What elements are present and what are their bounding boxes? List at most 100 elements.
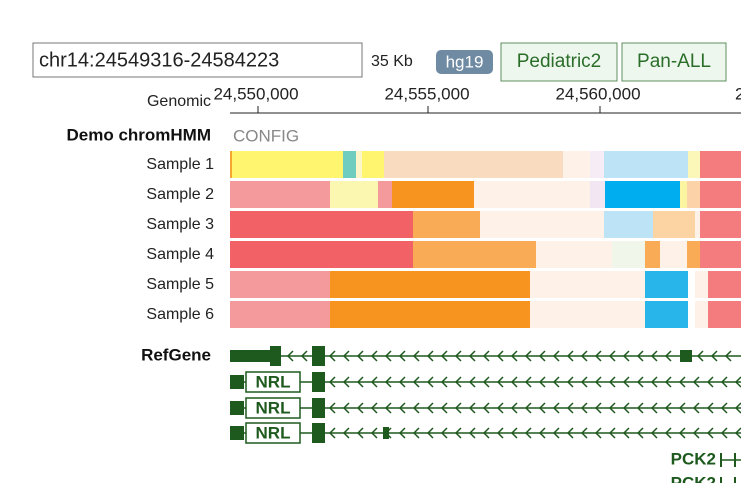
strand-arrow [370, 350, 378, 362]
state-segment [605, 181, 680, 208]
sample-label: Sample 5 [146, 276, 214, 293]
strand-arrow [608, 427, 616, 439]
strand-arrow [706, 427, 714, 439]
dataset-button[interactable] [500, 42, 618, 82]
strand-arrow [678, 402, 686, 414]
ruler-label: Genomic [147, 93, 211, 110]
strand-arrow [650, 376, 658, 388]
state-segment [530, 301, 645, 328]
state-segment [536, 241, 612, 268]
exon [734, 477, 736, 483]
state-segment [590, 181, 605, 208]
strand-arrow [468, 402, 476, 414]
state-segment [330, 301, 530, 328]
exon [312, 423, 325, 443]
strand-arrow [538, 376, 546, 388]
strand-arrow [482, 350, 490, 362]
exon [720, 477, 722, 483]
ruler-tick-label: 24,555,000 [384, 84, 469, 103]
state-segment [645, 301, 688, 328]
ruler-tick-label: 24,550,000 [213, 84, 298, 103]
state-segment [688, 271, 695, 298]
track-name: RefGene [141, 345, 211, 364]
sample-label: Sample 3 [146, 216, 214, 233]
strand-arrow [482, 376, 490, 388]
strand-arrow [696, 350, 704, 362]
strand-arrow [356, 350, 364, 362]
state-segment [604, 211, 653, 238]
sample-label: Sample 6 [146, 306, 214, 323]
chromhmm-rows: Sample 1 Sample 2 Sample 3 Sample 4 Sample 5… [146, 151, 741, 328]
strand-arrow [468, 376, 476, 388]
strand-arrow [356, 427, 364, 439]
genome-badge [436, 50, 493, 74]
state-segment [230, 151, 232, 178]
state-segment [362, 151, 384, 178]
strand-arrow [622, 402, 630, 414]
strand-arrow [678, 376, 686, 388]
strand-arrow [734, 402, 741, 414]
strand-arrow [468, 350, 476, 362]
strand-arrow [314, 350, 322, 362]
dataset-button[interactable] [621, 42, 727, 82]
state-segment [480, 211, 604, 238]
state-segment [700, 181, 741, 208]
locus-text: chr14:24549316-24584223 [39, 49, 279, 71]
strand-arrow [412, 376, 420, 388]
strand-arrow [510, 350, 518, 362]
strand-arrow [692, 427, 700, 439]
strand-arrow [734, 376, 741, 388]
strand-arrow [636, 427, 644, 439]
strand-arrow [552, 376, 560, 388]
strand-arrow [664, 402, 672, 414]
state-segment [687, 181, 700, 208]
strand-arrow [342, 427, 350, 439]
exon [720, 453, 722, 467]
state-segment [232, 151, 343, 178]
strand-arrow [650, 427, 658, 439]
exon [312, 346, 325, 366]
track-name: Demo chromHMM [66, 125, 211, 144]
strand-arrow [524, 427, 532, 439]
strand-arrow [412, 350, 420, 362]
exon [230, 426, 244, 440]
strand-arrow [356, 402, 364, 414]
strand-arrow [510, 402, 518, 414]
strand-arrow [664, 376, 672, 388]
strand-arrow [412, 427, 420, 439]
strand-arrow [724, 350, 732, 362]
state-segment [680, 181, 687, 208]
locus-input[interactable] [32, 42, 363, 78]
strand-arrow [496, 427, 504, 439]
strand-arrow [710, 350, 718, 362]
strand-arrow [538, 402, 546, 414]
exon [312, 398, 325, 418]
strand-arrow [566, 376, 574, 388]
strand-arrow [398, 402, 406, 414]
strand-arrow [524, 402, 532, 414]
config-button[interactable]: CONFIG [233, 126, 299, 145]
state-segment [392, 181, 474, 208]
gene-label: PCK2 [671, 473, 716, 483]
strand-arrow [454, 402, 462, 414]
strand-arrow [538, 427, 546, 439]
strand-arrow [426, 427, 434, 439]
strand-arrow [440, 427, 448, 439]
state-segment [612, 241, 645, 268]
gene-label: PCK2 [671, 449, 716, 468]
state-segment [688, 301, 695, 328]
strand-arrow [426, 376, 434, 388]
gene-label-box [245, 371, 301, 393]
dataset-button-text[interactable]: Pan-ALL [637, 51, 711, 72]
state-segment [330, 271, 530, 298]
state-segment [590, 151, 604, 178]
gene-label-box [245, 397, 301, 419]
strand-arrow [356, 376, 364, 388]
strand-arrow [482, 427, 490, 439]
state-segment [230, 181, 330, 208]
strand-arrow [622, 376, 630, 388]
dataset-button-text[interactable]: Pediatric2 [517, 51, 602, 72]
strand-arrow [566, 427, 574, 439]
strand-arrow [496, 402, 504, 414]
strand-arrow [552, 350, 560, 362]
